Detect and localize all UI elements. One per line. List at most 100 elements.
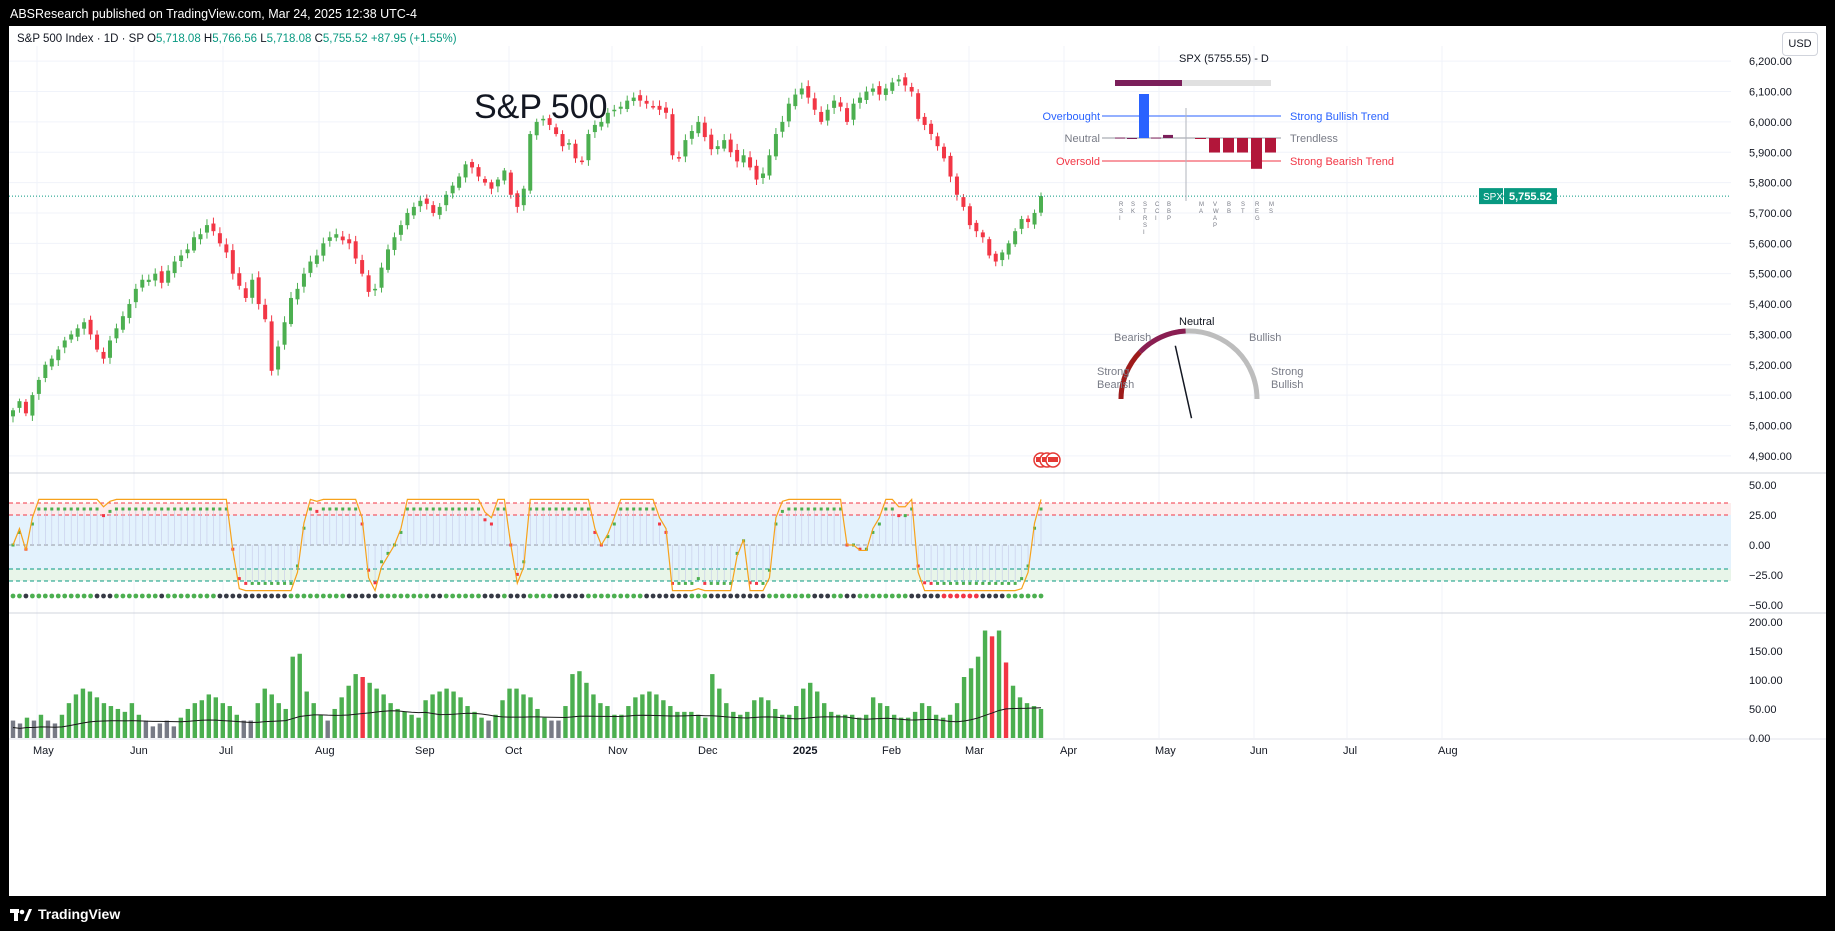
osc-signal-mark [386, 551, 390, 555]
candle-body [825, 109, 830, 121]
candle-body [980, 232, 985, 238]
trend-dot [320, 593, 326, 599]
osc-signal-mark [367, 568, 371, 572]
osc-signal-mark [127, 507, 131, 511]
time-tick-label: Jun [1250, 745, 1268, 757]
trend-dot [754, 593, 759, 599]
trend-dot [275, 593, 281, 599]
osc-signal-mark [257, 581, 261, 585]
candle-body [547, 118, 552, 125]
osc-signal-mark [1020, 577, 1024, 581]
volume-bar [668, 706, 673, 738]
candle-body [1026, 218, 1031, 223]
osc-signal-mark [554, 507, 558, 511]
osc-signal-mark [942, 581, 946, 585]
volume-bar [584, 682, 589, 738]
volume-bar [486, 720, 491, 738]
candle-body [599, 121, 604, 127]
osc-signal-mark [315, 509, 319, 513]
trend-dot [489, 593, 494, 599]
trend-dot [42, 593, 48, 599]
panel-right-indicator-label: M [1199, 202, 1204, 208]
osc-signal-mark [140, 507, 144, 511]
trend-dot [734, 593, 740, 599]
osc-line [12, 497, 1042, 593]
candle-body [217, 233, 222, 244]
osc-signal-mark [910, 507, 914, 511]
candle-body [411, 206, 416, 216]
volume-bar [283, 708, 288, 738]
panel-right-indicator-label: A [1213, 216, 1217, 222]
osc-signal-mark [974, 581, 978, 585]
osc-signal-mark [567, 507, 571, 511]
currency-button[interactable]: USD [1782, 32, 1818, 56]
volume-bar [1024, 703, 1030, 738]
chart-frame[interactable]: 6,200.00 6,100.00 6,000.00 5,900.00 5,800.00… [9, 26, 1826, 896]
volume-bar [856, 717, 862, 738]
tradingview-logo[interactable]: TradingView [10, 906, 120, 922]
gauge-needle [1174, 345, 1193, 419]
volume-bar [185, 708, 191, 738]
volume-bar [374, 688, 379, 738]
volume-bar [493, 714, 498, 738]
panel-right-bar [1237, 138, 1248, 153]
trend-dot [870, 593, 876, 599]
volume-bar [1017, 697, 1023, 738]
osc-signal-mark [819, 507, 823, 511]
panel-right-indicator-label: R [1255, 202, 1260, 208]
trend-dot [663, 593, 669, 599]
candle-body [916, 93, 921, 119]
trend-dot [49, 593, 55, 599]
osc-signal-mark [670, 581, 674, 585]
trend-dot [217, 593, 223, 599]
volume-bar [45, 720, 51, 738]
osc-signal-mark [658, 522, 662, 526]
gauge-label-strong-bullish: Strong [1271, 366, 1303, 378]
osc-signal-mark [968, 581, 972, 585]
chart-canvas[interactable]: 6,200.00 6,100.00 6,000.00 5,900.00 5,800.00… [9, 26, 1826, 896]
candle-body [69, 334, 74, 340]
candle-body [405, 212, 410, 226]
trend-dot [482, 593, 488, 599]
volume-bar [954, 703, 960, 738]
price-tick-label: 6,000.00 [1749, 117, 1792, 129]
volume-bar [507, 688, 512, 738]
osc-signal-mark [347, 507, 351, 511]
candle-body [819, 111, 824, 122]
last-price-symbol: SPX [1483, 192, 1503, 203]
volume-bar [717, 688, 722, 738]
candle-body [198, 234, 203, 240]
panel-left-bar [1127, 138, 1137, 139]
osc-signal-mark [431, 507, 435, 511]
trend-dot [689, 593, 695, 599]
candle-body [741, 155, 746, 163]
trend-dot [417, 593, 423, 599]
candle-body [541, 118, 546, 121]
trend-dot [159, 593, 165, 599]
volume-bar [898, 717, 904, 738]
candle-body [289, 297, 294, 325]
panel-right-bar [1265, 138, 1276, 153]
volume-bar [122, 711, 128, 738]
candle-body [521, 188, 526, 206]
open-label: O [147, 33, 156, 45]
trend-dot [786, 593, 792, 599]
osc-tick-label: 0.00 [1749, 540, 1770, 552]
trend-dot [831, 593, 837, 599]
trend-dot [411, 593, 417, 599]
time-tick-label: Jul [219, 745, 233, 757]
trend-dot [114, 593, 119, 599]
trend-dot [741, 593, 746, 599]
osc-signal-mark [573, 507, 577, 511]
trend-dot [857, 593, 863, 599]
trend-dot [223, 593, 229, 599]
volume-bar [297, 653, 302, 738]
trend-dot [230, 593, 236, 599]
panel-left-indicator-label: C [1155, 202, 1160, 208]
osc-signal-mark [774, 522, 778, 526]
candle-body [812, 98, 817, 110]
volume-bar [115, 708, 121, 738]
panel-left-label: Overbought [1043, 111, 1100, 123]
panel-left-label: Oversold [1056, 156, 1100, 168]
trend-dot [902, 593, 908, 599]
